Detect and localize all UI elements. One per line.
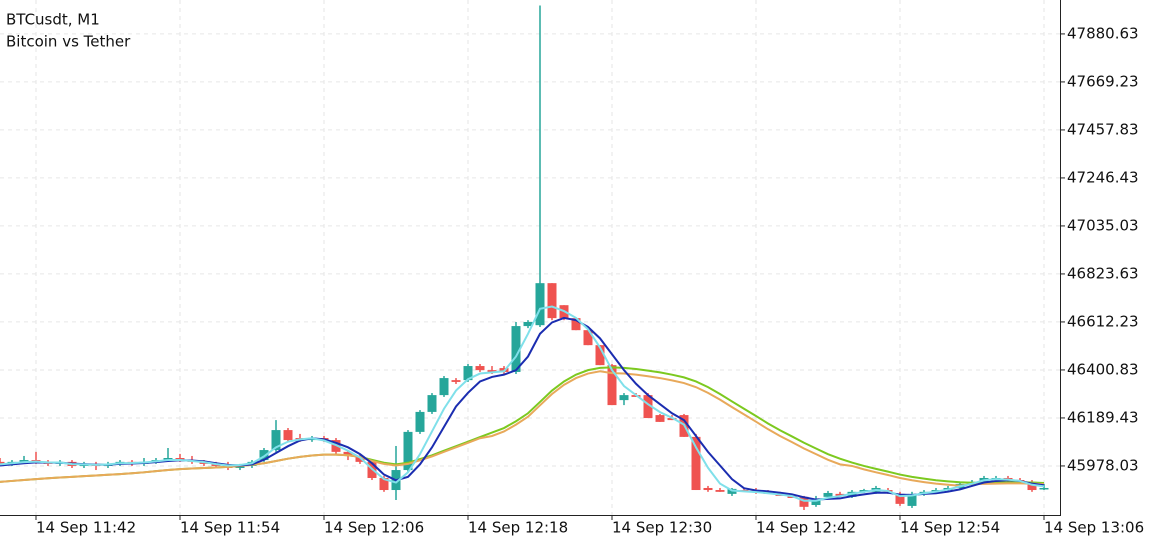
candle-body [643, 395, 653, 419]
candle-body [535, 283, 545, 326]
candle-body [1027, 481, 1037, 491]
candle-body [667, 418, 677, 421]
candle-body [463, 366, 473, 381]
x-tick-label: 14 Sep 13:06 [1044, 519, 1144, 537]
candle-body [379, 477, 389, 491]
axes: 45978.03 46189.43 46400.83 46612.23 46823.63… [35, 24, 1144, 537]
candle-body [475, 366, 485, 371]
y-tick-label: 47457.83 [1067, 120, 1139, 138]
y-tick-label: 47035.03 [1067, 216, 1139, 234]
x-tick-label: 14 Sep 12:06 [324, 519, 424, 537]
candle-body [427, 395, 437, 412]
candle-body [19, 460, 29, 462]
candle-body [163, 458, 173, 461]
candle-body [547, 283, 557, 319]
candle-body [895, 493, 905, 504]
candle-body [403, 431, 413, 471]
grid [0, 0, 1060, 515]
x-tick-label: 14 Sep 12:54 [900, 519, 1000, 537]
candle-body [0, 461, 5, 464]
candle-body [511, 326, 521, 372]
candle-body [571, 318, 581, 331]
y-tick-label: 47246.43 [1067, 168, 1139, 186]
chart-subtitle: Bitcoin vs Tether [6, 33, 131, 51]
y-tick-label: 47880.63 [1067, 24, 1139, 42]
y-tick-label: 46612.23 [1067, 312, 1139, 330]
indicator-line [0, 370, 1045, 487]
candle-body [823, 492, 833, 497]
candle-body [607, 365, 617, 406]
y-tick-label: 47669.23 [1067, 72, 1139, 90]
candle-body [235, 465, 245, 468]
x-tick-label: 14 Sep 11:42 [36, 519, 136, 537]
x-tick-label: 14 Sep 12:42 [756, 519, 856, 537]
x-tick-label: 14 Sep 12:30 [612, 519, 712, 537]
candle-body [523, 321, 533, 327]
candle-body [175, 458, 185, 461]
candle-body [715, 490, 725, 492]
indicators [0, 305, 1045, 502]
candle-body [259, 450, 269, 461]
candle-body [655, 415, 665, 422]
candle-body [691, 436, 701, 491]
candle-body [595, 345, 605, 366]
y-tick-label: 46823.63 [1067, 264, 1139, 282]
candle-body [583, 330, 593, 346]
y-tick-label: 46189.43 [1067, 408, 1139, 426]
x-tick-label: 14 Sep 12:18 [468, 519, 568, 537]
candle-body [451, 380, 461, 382]
candle-body [799, 496, 809, 507]
candle-body [619, 395, 629, 401]
candle-body [343, 451, 353, 456]
candle-body [907, 493, 917, 506]
candle-body [859, 490, 869, 492]
x-tick-label: 14 Sep 11:54 [180, 519, 280, 537]
candle-body [487, 370, 497, 372]
candle-body [439, 378, 449, 396]
indicator-line [0, 305, 1045, 502]
candle-body [1039, 487, 1049, 490]
candle-body [271, 430, 281, 451]
y-tick-label: 45978.03 [1067, 456, 1139, 474]
candle-body [283, 430, 293, 441]
candle-body [703, 487, 713, 491]
candle-body [835, 493, 845, 496]
candle-body [415, 411, 425, 432]
y-tick-label: 46400.83 [1067, 360, 1139, 378]
candle-body [811, 498, 821, 506]
chart-title: BTCusdt, M1 [6, 11, 100, 29]
